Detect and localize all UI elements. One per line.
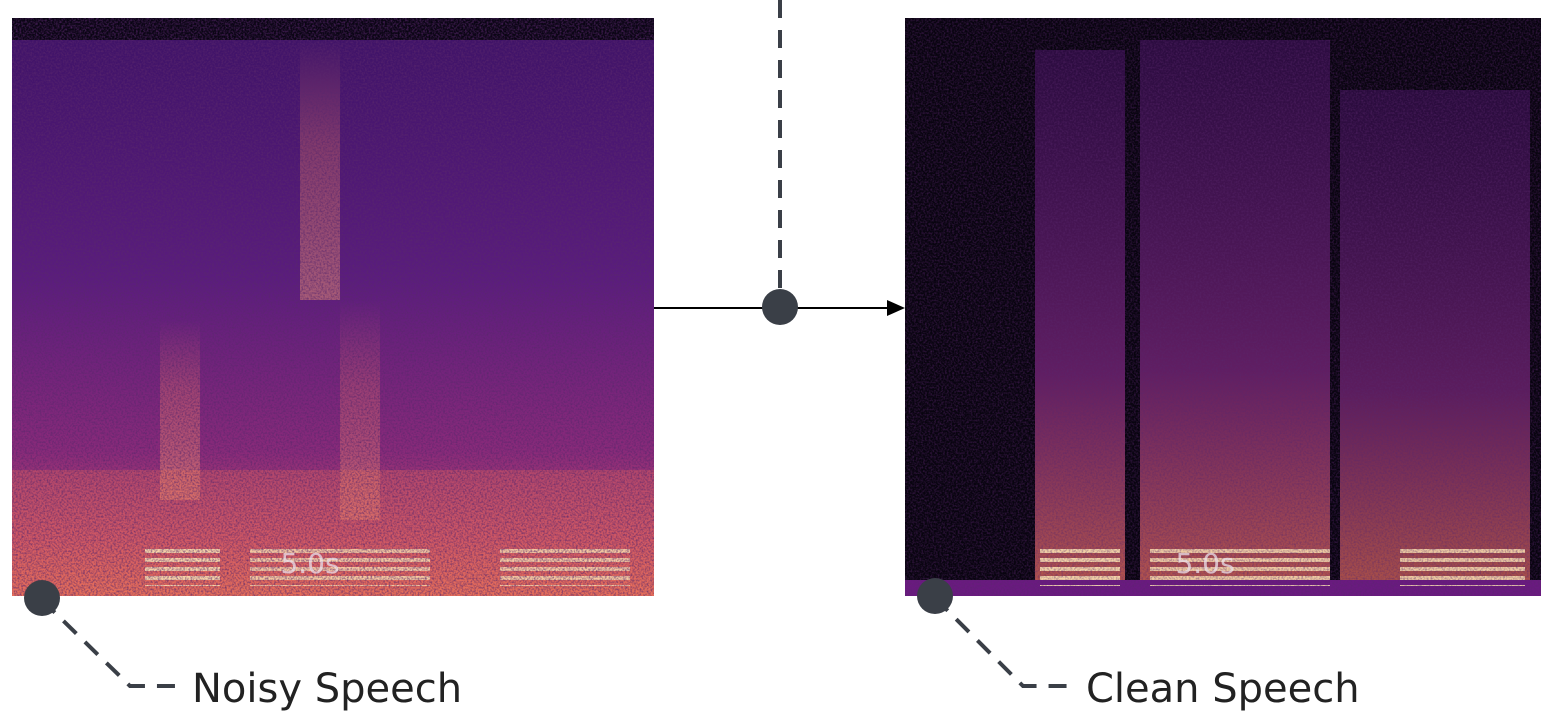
clean-spectrogram — [905, 18, 1541, 596]
dashed-connector — [933, 596, 1078, 688]
panel-label: Clean Speech — [1086, 666, 1360, 712]
duration-label: 5.0s — [280, 547, 339, 580]
dashed-connector — [40, 598, 185, 688]
node-dot — [762, 289, 798, 325]
panel-label: Noisy Speech — [192, 666, 462, 712]
duration-label: 5.0s — [1175, 547, 1234, 580]
node-dot — [917, 578, 953, 614]
noisy-spectrogram — [12, 18, 654, 596]
node-dot — [24, 580, 60, 616]
arrow-head — [887, 300, 905, 316]
